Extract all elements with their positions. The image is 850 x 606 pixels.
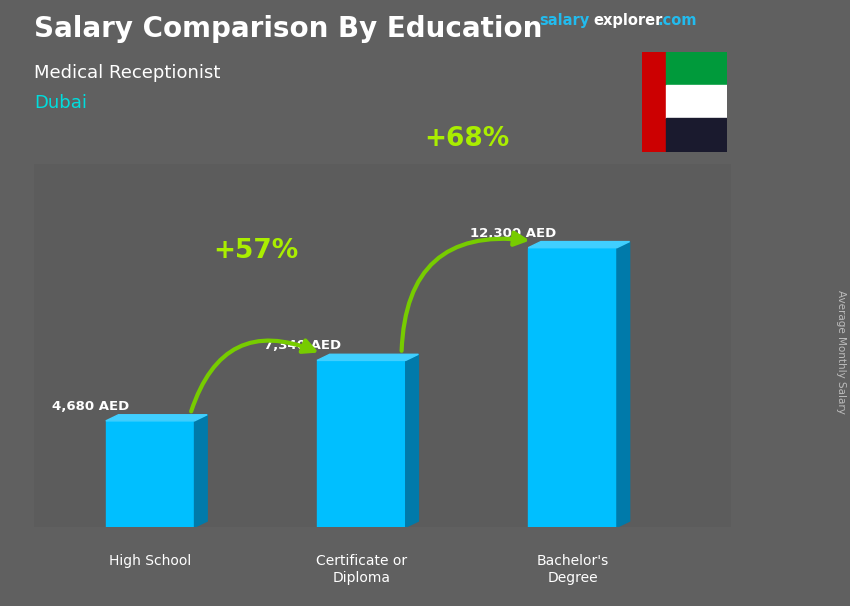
Polygon shape (405, 355, 418, 527)
Text: Dubai: Dubai (34, 94, 87, 112)
Bar (666, 118, 727, 152)
Bar (317, 361, 405, 527)
Text: Bachelor's
Degree: Bachelor's Degree (536, 554, 609, 585)
Polygon shape (617, 242, 630, 527)
Polygon shape (528, 242, 630, 248)
Text: Certificate or
Diploma: Certificate or Diploma (316, 554, 407, 585)
Text: +57%: +57% (213, 238, 298, 264)
Polygon shape (317, 355, 418, 361)
Polygon shape (105, 415, 207, 421)
Text: explorer: explorer (593, 13, 663, 28)
Text: .com: .com (657, 13, 696, 28)
Bar (528, 248, 617, 527)
Bar (666, 52, 727, 85)
Text: Medical Receptionist: Medical Receptionist (34, 64, 220, 82)
Text: salary: salary (540, 13, 590, 28)
Bar (105, 421, 195, 527)
Text: Salary Comparison By Education: Salary Comparison By Education (34, 15, 542, 43)
Text: High School: High School (109, 554, 191, 568)
Text: Average Monthly Salary: Average Monthly Salary (836, 290, 846, 413)
Bar (666, 85, 727, 118)
Bar (642, 52, 666, 152)
Text: +68%: +68% (424, 125, 510, 152)
Text: 4,680 AED: 4,680 AED (53, 400, 130, 413)
Text: 12,300 AED: 12,300 AED (470, 227, 557, 240)
Text: 7,340 AED: 7,340 AED (264, 339, 341, 353)
Polygon shape (195, 415, 207, 527)
